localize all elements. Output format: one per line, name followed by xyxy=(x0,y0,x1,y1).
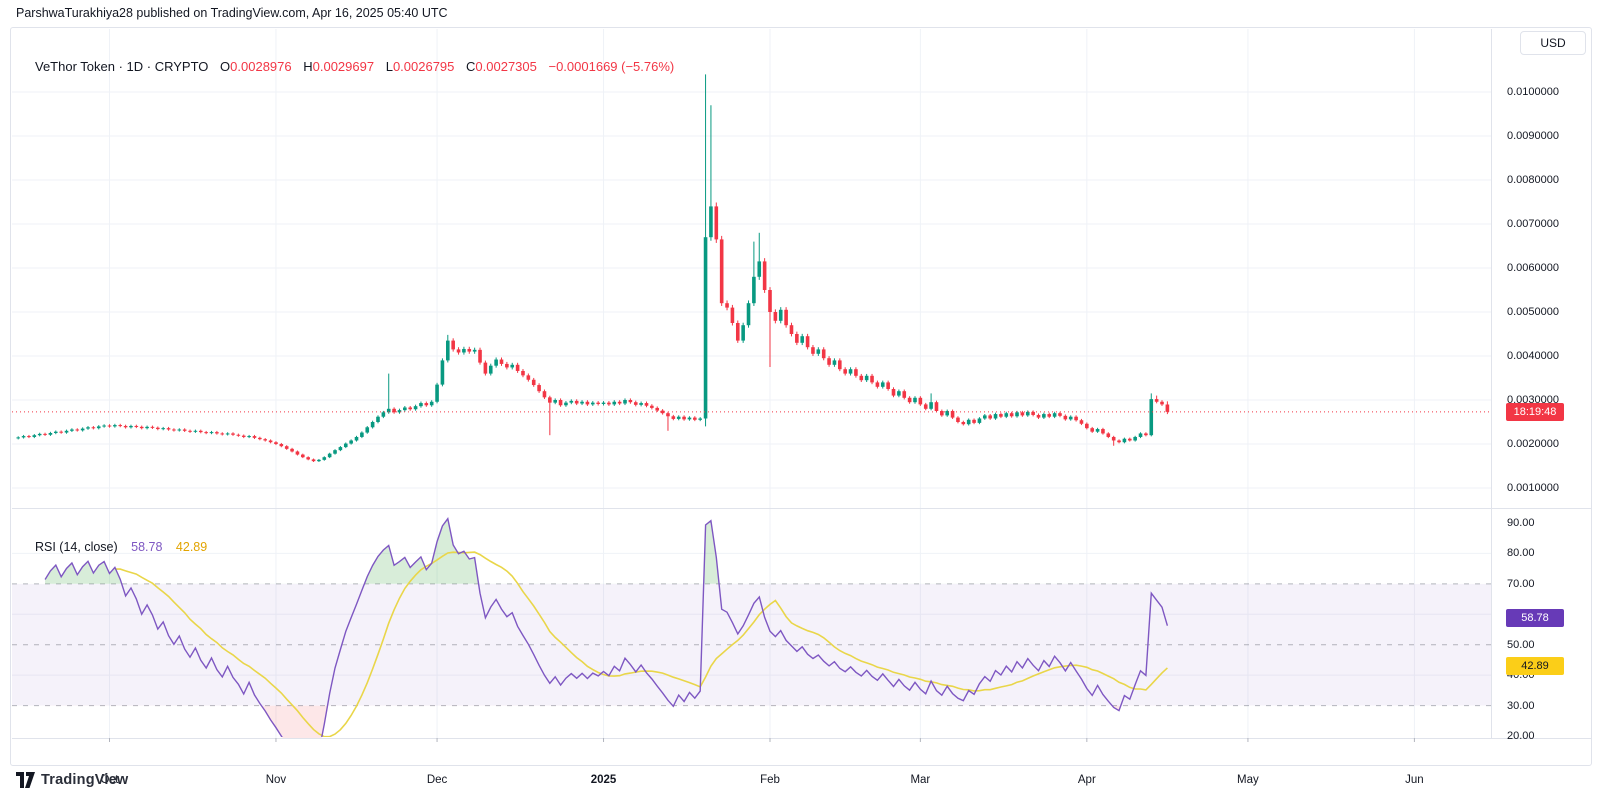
tradingview-logo[interactable]: TradingView xyxy=(16,772,128,788)
low-value: 0.0026795 xyxy=(392,59,455,74)
price-tick-label: 0.0060000 xyxy=(1507,262,1559,274)
rsi-tick-label: 90.00 xyxy=(1507,517,1535,529)
change-value: −0.0001669 (−5.76%) xyxy=(548,59,675,74)
time-tick-label: Apr xyxy=(1077,774,1096,786)
rsi-ma-value: 42.89 xyxy=(175,540,208,554)
open-value: 0.0028976 xyxy=(230,59,292,74)
close-value: 0.0027305 xyxy=(475,59,537,74)
rsi-tick-label: 80.00 xyxy=(1507,547,1535,560)
price-tick-label: 0.0080000 xyxy=(1507,174,1559,186)
time-tick-label: Feb xyxy=(760,774,780,786)
time-tick-label: Oct xyxy=(100,774,119,786)
time-tick-label: Dec xyxy=(426,774,448,786)
rsi-title: RSI (14, close) xyxy=(35,540,118,554)
chart-canvas[interactable] xyxy=(11,28,1593,767)
price-tick-label: 0.0100000 xyxy=(1507,86,1559,98)
time-tick-label: May xyxy=(1237,774,1259,786)
high-value: 0.0029697 xyxy=(312,59,375,74)
low-label: L xyxy=(385,59,393,74)
rsi-tick-label: 50.00 xyxy=(1507,638,1535,651)
publish-bar: ParshwaTurakhiya28 published on TradingV… xyxy=(16,6,448,20)
price-tick-label: 0.0070000 xyxy=(1507,218,1559,230)
rsi-ma-axis-value-label: 42.89 xyxy=(1506,657,1564,676)
candlestick-series xyxy=(16,74,1170,463)
rsi-legend: RSI (14, close) 58.78 42.89 xyxy=(35,540,207,554)
time-tick-label: Jun xyxy=(1405,774,1424,786)
time-tick-label: Nov xyxy=(265,774,287,786)
currency-button[interactable]: USD xyxy=(1520,31,1586,55)
rsi-tick-label: 20.00 xyxy=(1507,729,1535,742)
rsi-tick-label: 30.00 xyxy=(1507,699,1535,712)
close-label: C xyxy=(466,59,476,74)
rsi-value: 58.78 xyxy=(131,540,163,554)
symbol-title: VeThor Token · 1D · CRYPTO xyxy=(35,59,209,74)
time-tick-label: 2025 xyxy=(590,774,617,786)
tradingview-mark-icon xyxy=(16,772,35,788)
tradingview-logo-text: TradingView xyxy=(41,772,129,788)
price-tick-label: 0.0090000 xyxy=(1507,130,1559,142)
rsi-axis-value-label: 58.78 xyxy=(1506,608,1564,627)
rsi-tick-label: 70.00 xyxy=(1507,577,1535,590)
gridlines xyxy=(12,29,1491,738)
price-tick-label: 0.0050000 xyxy=(1507,306,1559,318)
price-tick-label: 0.0010000 xyxy=(1507,482,1559,494)
price-tick-label: 0.0040000 xyxy=(1507,350,1559,362)
high-label: H xyxy=(303,59,313,74)
time-tick-label: Mar xyxy=(910,774,931,786)
bar-countdown-label: 18:19:48 xyxy=(1506,402,1564,421)
rsi-line xyxy=(44,517,1169,737)
chart-widget[interactable]: VeThor Token · 1D · CRYPTO O0.0028976 H0… xyxy=(10,27,1593,786)
price-tick-label: 0.0020000 xyxy=(1507,438,1559,450)
rsi-ma-line xyxy=(114,551,1168,737)
symbol-legend: VeThor Token · 1D · CRYPTO O0.0028976 H0… xyxy=(35,59,674,74)
open-label: O xyxy=(220,59,231,74)
